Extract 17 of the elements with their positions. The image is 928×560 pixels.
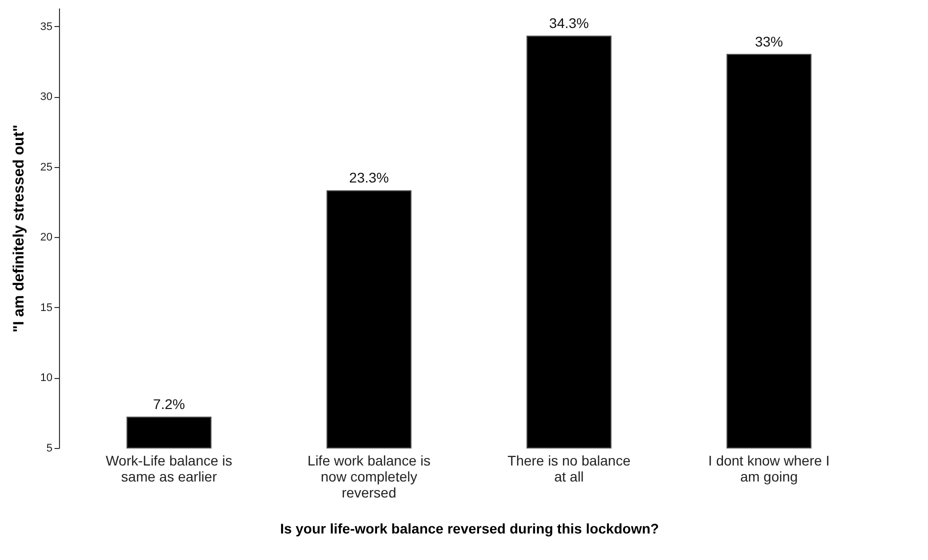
- x-axis-title: Is your life-work balance reversed during this lockdown?: [280, 520, 659, 536]
- data-label: 7.2%: [153, 396, 185, 412]
- x-tick-label: Work-Life balance is same as earlier: [106, 452, 232, 484]
- x-tick-label: Life work balance is now completely reversed: [308, 452, 430, 500]
- data-label: 23.3%: [349, 170, 389, 186]
- y-tick-label: 30: [40, 91, 52, 104]
- data-label: 33%: [754, 33, 784, 50]
- y-tick-label: 25: [40, 161, 52, 174]
- x-tick-label: I dont know where I am going: [708, 452, 830, 484]
- y-tick-label: 5: [46, 442, 52, 454]
- y-tick-label: 35: [40, 20, 52, 33]
- data-label: 34.3%: [549, 15, 589, 32]
- y-tick-label: 15: [40, 302, 52, 314]
- y-tick-label: 20: [40, 232, 52, 244]
- x-tick-label: There is no balance at all: [508, 452, 631, 484]
- y-axis-title: "I am definitely stressed out": [10, 124, 28, 332]
- y-tick-label: 10: [40, 372, 52, 384]
